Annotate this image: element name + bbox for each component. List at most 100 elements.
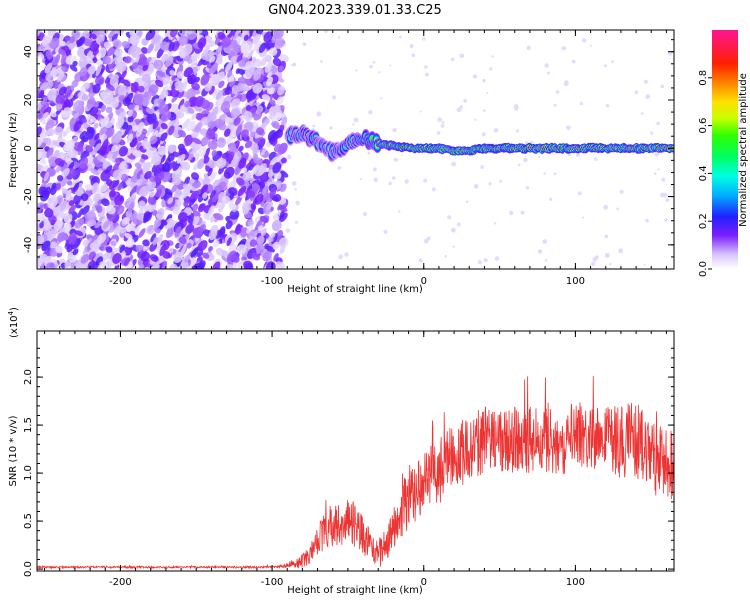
noise-speck: [499, 179, 503, 183]
noise-cell: [160, 132, 168, 142]
noise-cell: [64, 89, 73, 99]
noise-cell: [168, 42, 175, 52]
noise-cell: [118, 160, 126, 170]
noise-cell: [244, 140, 253, 149]
noise-cell: [278, 206, 288, 212]
noise-speck: [392, 128, 397, 133]
noise-cell: [159, 41, 169, 51]
noise-cell: [49, 111, 57, 118]
noise-cell: [116, 61, 127, 73]
noise-cell: [72, 60, 78, 67]
noise-cell: [184, 176, 191, 186]
noise-cell: [40, 96, 48, 106]
noise-cell: [71, 30, 81, 39]
noise-cell: [279, 54, 289, 63]
noise-speck: [525, 186, 530, 190]
noise-cell: [47, 196, 58, 209]
noise-cell: [129, 181, 135, 188]
noise-cell: [278, 212, 288, 223]
noise-speck: [656, 121, 660, 126]
noise-cell: [254, 165, 265, 177]
noise-cell: [51, 182, 57, 189]
noise-speck: [352, 123, 355, 126]
noise-cell: [141, 73, 151, 83]
noise-cell: [215, 89, 224, 101]
noise-cell: [97, 155, 106, 163]
noise-cell: [170, 30, 178, 38]
noise-cell: [131, 46, 142, 58]
noise-cell: [67, 252, 74, 259]
noise-cell: [214, 118, 224, 129]
noise-cell: [85, 183, 92, 191]
snr-xlabel: Height of straight line (km): [287, 585, 423, 596]
noise-cell: [143, 212, 152, 222]
noise-cell: [256, 138, 266, 150]
noise-cell: [118, 146, 128, 157]
y-tick-label: 1.0: [23, 465, 34, 481]
noise-speck: [604, 234, 609, 239]
noise-cell: [247, 219, 254, 227]
noise-cell: [267, 236, 274, 243]
noise-cell: [99, 261, 109, 269]
noise-cell: [55, 93, 66, 105]
noise-cell: [142, 161, 151, 174]
noise-speck: [619, 189, 624, 194]
noise-cell: [191, 203, 199, 212]
noise-cell: [114, 48, 123, 57]
noise-cell: [182, 188, 190, 199]
noise-cell: [154, 41, 161, 52]
x-tick-label: -200: [109, 276, 132, 287]
noise-cell: [142, 64, 149, 72]
noise-cell: [64, 260, 71, 268]
noise-cell: [256, 127, 265, 136]
noise-cell: [271, 120, 280, 129]
noise-cell: [198, 146, 207, 158]
noise-cell: [137, 178, 143, 186]
noise-cell: [190, 172, 200, 180]
noise-cell: [235, 223, 241, 232]
noise-speck: [661, 177, 666, 182]
colorbar-tick-label: 0.6: [698, 118, 709, 134]
noise-cell: [97, 47, 107, 59]
noise-cell: [241, 255, 247, 262]
noise-speck: [544, 63, 549, 68]
noise-cell: [81, 118, 88, 124]
noise-cell: [172, 176, 182, 186]
noise-cell: [229, 209, 240, 220]
noise-speck: [665, 198, 670, 203]
noise-speck: [491, 55, 494, 58]
noise-cell: [49, 37, 60, 50]
noise-speck: [452, 245, 456, 248]
noise-cell: [237, 68, 246, 75]
x-tick-label: 100: [566, 276, 585, 287]
noise-cell: [244, 85, 250, 92]
noise-cell: [218, 137, 225, 143]
noise-cell: [261, 94, 271, 102]
noise-speck: [561, 46, 566, 51]
noise-cell: [243, 111, 253, 121]
spectrogram-ylabel: Frequency (Hz): [8, 112, 19, 188]
y-tick-label: 0.0: [23, 561, 34, 577]
noise-cell: [112, 169, 123, 181]
noise-cell: [192, 227, 203, 238]
noise-cell: [124, 56, 132, 64]
noise-speck: [359, 178, 362, 181]
noise-cell: [96, 68, 104, 79]
noise-cell: [273, 143, 281, 153]
noise-speck: [344, 252, 349, 257]
noise-cell: [55, 165, 62, 173]
noise-cell: [39, 158, 47, 165]
noise-speck: [634, 90, 639, 95]
noise-cell: [254, 193, 264, 205]
noise-cell: [224, 62, 233, 73]
noise-cell: [105, 246, 113, 253]
noise-cell: [37, 151, 43, 162]
noise-cell: [274, 38, 285, 49]
noise-speck: [482, 78, 486, 83]
noise-cell: [260, 171, 271, 183]
noise-speck: [489, 67, 493, 71]
noise-cell: [107, 84, 115, 92]
noise-cell: [88, 251, 96, 261]
noise-speck: [582, 38, 587, 43]
noise-cell: [101, 138, 109, 151]
